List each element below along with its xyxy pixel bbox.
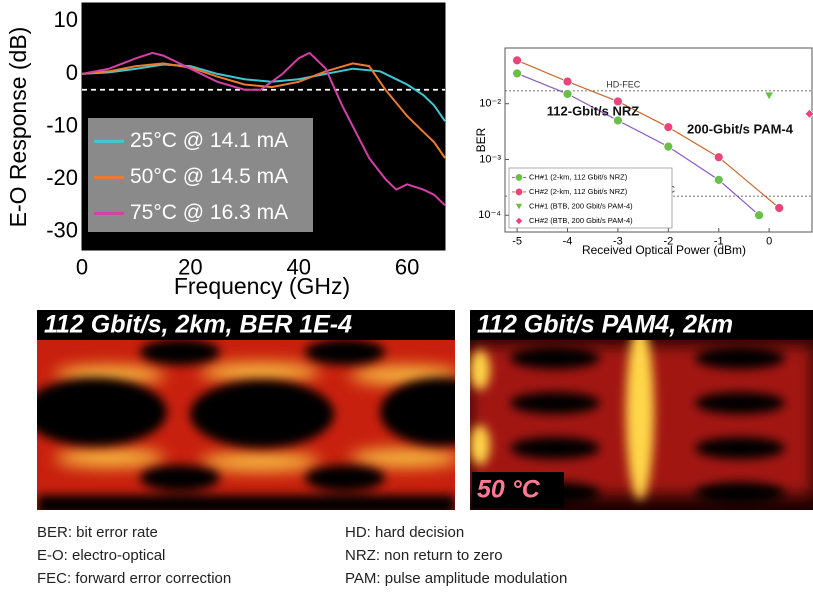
y-tick-label: 10⁻² xyxy=(479,98,501,110)
data-point xyxy=(613,115,623,126)
eye-annotation: 50 °C xyxy=(477,476,541,504)
x-tick-label: -5 xyxy=(512,235,522,247)
data-point xyxy=(512,55,522,66)
x-tick-label: 20 xyxy=(178,255,202,280)
legend-marker xyxy=(514,216,524,226)
eye-title: 112 Gbit/s, 2km, BER 1E-4 xyxy=(44,311,352,339)
legend-label: 50°C @ 14.5 mA xyxy=(130,165,288,188)
legend-marker xyxy=(514,187,524,197)
data-point xyxy=(804,108,813,119)
y-tick-label: 10⁻³ xyxy=(479,153,501,165)
data-point xyxy=(512,68,522,79)
series-line xyxy=(516,59,780,209)
data-point xyxy=(713,152,724,163)
data-point xyxy=(663,141,674,152)
series-line xyxy=(81,62,446,159)
legend-label: 75°C @ 16.3 mA xyxy=(130,201,288,224)
y-tick-label: -30 xyxy=(46,217,78,242)
x-tick-label: -3 xyxy=(613,235,623,247)
y-tick-label: -10 xyxy=(46,112,78,137)
glossary-item: E-O: electro-optical xyxy=(37,547,165,564)
data-point xyxy=(713,175,724,185)
x-axis-label: Received Optical Power (dBm) xyxy=(582,243,746,257)
legend-label: CH#1 (2-km, 112 Gbit/s NRZ) xyxy=(529,172,628,181)
data-point xyxy=(774,203,785,213)
legend-label: CH#1 (BTB, 200 Gbit/s PAM-4) xyxy=(529,201,633,210)
legend-marker xyxy=(514,173,524,182)
glossary-item: BER: bit error rate xyxy=(37,524,158,541)
x-tick-label: -1 xyxy=(714,235,724,247)
y-tick-label: 10 xyxy=(54,7,78,32)
data-point xyxy=(562,76,573,87)
eye-title: 112 Gbit/s PAM4, 2km xyxy=(477,311,733,339)
data-point xyxy=(763,91,775,101)
legend-label: CH#2 (2-km, 112 Gbit/s NRZ) xyxy=(529,187,628,196)
legend-label: CH#2 (BTB, 200 Gbit/s PAM-4) xyxy=(529,216,633,225)
x-tick-label: 0 xyxy=(76,255,88,280)
x-tick-label: 0 xyxy=(766,235,772,247)
data-point xyxy=(754,210,764,221)
y-tick-label: -20 xyxy=(46,165,78,190)
series-line xyxy=(516,72,760,216)
y-axis-label: E-O Response (dB) xyxy=(5,27,31,228)
eye-diagram-nrz xyxy=(37,310,455,510)
eye-diagram-pam4 xyxy=(470,310,813,510)
data-point xyxy=(562,89,573,99)
x-tick-label: 40 xyxy=(286,255,310,280)
glossary-item: FEC: forward error correction xyxy=(37,570,231,587)
legend-box xyxy=(508,167,673,229)
x-tick-label: -4 xyxy=(563,235,573,247)
annotation: 112-Gbit/s NRZ xyxy=(547,103,640,118)
legend-box xyxy=(88,118,313,232)
legend-label: 25°C @ 14.1 mA xyxy=(130,129,288,152)
reference-label: HD-FEC xyxy=(606,79,640,89)
y-axis-label: BER xyxy=(474,127,488,152)
glossary-item: HD: hard decision xyxy=(345,524,464,541)
y-tick-label: 0 xyxy=(66,60,78,85)
annotation: 200-Gbit/s PAM-4 xyxy=(687,121,794,136)
legend-marker xyxy=(514,202,524,212)
series-line xyxy=(81,63,446,122)
data-point xyxy=(613,96,623,107)
x-tick-label: 60 xyxy=(395,255,419,280)
glossary-item: NRZ: non return to zero xyxy=(345,547,503,564)
glossary-item: PAM: pulse amplitude modulation xyxy=(345,570,567,587)
x-tick-label: -2 xyxy=(663,235,673,247)
series-line xyxy=(81,51,446,207)
y-tick-label: 10⁻⁴ xyxy=(478,209,501,221)
x-axis-label: Frequency (GHz) xyxy=(174,273,350,299)
data-point xyxy=(663,122,674,133)
